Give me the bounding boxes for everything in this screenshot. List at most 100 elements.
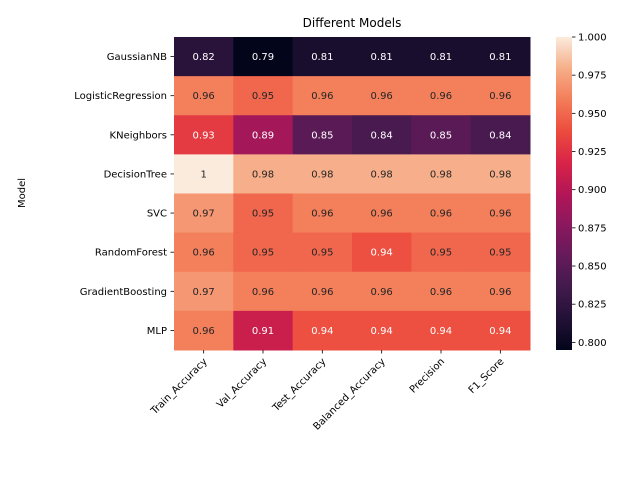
cell-value-label: 0.95	[311, 248, 333, 259]
heatmap-cell	[174, 310, 234, 351]
cell-value-label: 0.96	[489, 209, 511, 220]
colorbar-tick-label: 0.950	[578, 109, 607, 120]
heatmap-cell	[352, 37, 412, 77]
colorbar-tick-label: 0.850	[578, 262, 607, 273]
row-tick-labels: GaussianNB LogisticRegression KNeighbors De…	[74, 52, 174, 337]
colorbar-tick-label: 0.925	[578, 147, 607, 158]
heatmap-cell	[174, 271, 234, 312]
row-tick-label: SVC	[147, 209, 167, 220]
heatmap-cell	[411, 271, 472, 312]
column-tick-label: Test_Accuracy	[270, 356, 328, 414]
column-tick-labels: Train_Accuracy Val_Accuracy Test_AccuracyB…	[149, 350, 507, 433]
heatmap-cell	[470, 76, 531, 116]
heatmap-cell	[174, 37, 234, 77]
row-tick-label: GaussianNB	[107, 52, 167, 63]
cell-value-label: 0.94	[311, 326, 333, 337]
cell-value-label: 0.95	[430, 248, 452, 259]
heatmap-cell	[174, 232, 234, 273]
heatmap-cell	[292, 76, 353, 116]
heatmap-cell	[233, 232, 294, 273]
heatmap-cell	[292, 193, 353, 234]
heatmap-cell	[233, 193, 294, 234]
row-tick-label: KNeighbors	[110, 130, 167, 141]
cell-value-label: 0.96	[371, 287, 393, 298]
cell-value-label: 0.96	[193, 326, 215, 337]
cell-value-label: 0.96	[489, 287, 511, 298]
chart-title: Different Models	[303, 16, 402, 30]
heatmap-cell	[174, 76, 234, 116]
cell-value-label: 0.96	[311, 209, 333, 220]
heatmap-cell	[233, 76, 294, 116]
cell-value-label: 0.81	[489, 52, 511, 63]
cell-value-label: 0.93	[193, 130, 215, 141]
heatmap-cells: 0.82 0.79 0.81 0.81 0.81 0.81 0.96 0.95 0.96 0.96…	[174, 37, 531, 351]
row-tick-label: RandomForest	[95, 248, 167, 259]
heatmap-cell	[352, 193, 412, 234]
colorbar-bar	[556, 37, 572, 350]
cell-value-label: 0.95	[252, 248, 274, 259]
heatmap-cell	[411, 115, 472, 155]
cell-value-label: 0.94	[371, 248, 393, 259]
heatmap-cell	[292, 115, 353, 155]
cell-value-label: 0.91	[252, 326, 274, 337]
cell-value-label: 0.95	[489, 248, 511, 259]
cell-value-label: 0.96	[430, 209, 452, 220]
y-axis-label: Model	[17, 178, 28, 208]
heatmap-cell	[174, 154, 234, 194]
column-tick-label: Val_Accuracy	[215, 356, 269, 410]
heatmap-cell	[292, 310, 353, 351]
cell-value-label: 0.96	[371, 209, 393, 220]
heatmap-cell	[411, 76, 472, 116]
column-tick-label: F1_Score	[467, 356, 507, 396]
colorbar-tick-label: 1.000	[578, 33, 607, 44]
colorbar-tick-label: 0.825	[578, 300, 607, 311]
cell-value-label: 0.98	[252, 169, 274, 180]
heatmap-cell	[292, 271, 353, 312]
heatmap-cell	[470, 310, 531, 351]
heatmap-cell	[470, 37, 531, 77]
cell-value-label: 0.98	[311, 169, 333, 180]
cell-value-label: 0.96	[193, 91, 215, 102]
column-tick-label: Train_Accuracy	[149, 356, 210, 417]
heatmap-cell	[470, 115, 531, 155]
heatmap-cell	[233, 310, 294, 351]
cell-value-label: 0.85	[311, 130, 333, 141]
cell-value-label: 0.94	[371, 326, 393, 337]
cell-value-label: 0.98	[430, 169, 452, 180]
cell-value-label: 0.97	[193, 209, 215, 220]
cell-value-label: 0.96	[430, 287, 452, 298]
heatmap-cell	[470, 271, 531, 312]
column-tick-label: Precision	[408, 356, 447, 395]
heatmap-cell	[411, 232, 472, 273]
cell-value-label: 0.96	[311, 91, 333, 102]
cell-value-label: 0.79	[252, 52, 274, 63]
cell-value-label: 0.96	[311, 287, 333, 298]
heatmap-cell	[292, 154, 353, 194]
heatmap-cell	[233, 37, 294, 77]
cell-value-label: 0.96	[252, 287, 274, 298]
heatmap-cell	[292, 37, 353, 77]
row-tick-label: MLP	[147, 326, 167, 337]
heatmap-cell	[470, 154, 531, 194]
cell-value-label: 0.98	[371, 169, 393, 180]
cell-value-label: 0.96	[193, 248, 215, 259]
colorbar-tick-label: 0.800	[578, 338, 607, 349]
cell-value-label: 0.96	[489, 91, 511, 102]
colorbar: 0.800 0.825 0.850 0.875 0.900 0.925 0.950 0.975…	[556, 33, 607, 350]
cell-value-label: 0.84	[371, 130, 393, 141]
cell-value-label: 0.94	[489, 326, 511, 337]
cell-value-label: 0.84	[489, 130, 511, 141]
colorbar-tick-label: 0.875	[578, 223, 607, 234]
colorbar-tick-label: 0.975	[578, 71, 607, 82]
cell-value-label: 0.95	[252, 91, 274, 102]
cell-value-label: 0.97	[193, 287, 215, 298]
cell-value-label: 0.95	[252, 209, 274, 220]
colorbar-tick-label: 0.900	[578, 185, 607, 196]
cell-value-label: 0.98	[489, 169, 511, 180]
colorbar-ticks: 0.800 0.825 0.850 0.875 0.900 0.925 0.950 0.975…	[572, 33, 607, 349]
heatmap-cell	[174, 193, 234, 234]
heatmap-cell	[292, 232, 353, 273]
heatmap-cell	[233, 271, 294, 312]
heatmap-cell	[352, 232, 412, 273]
